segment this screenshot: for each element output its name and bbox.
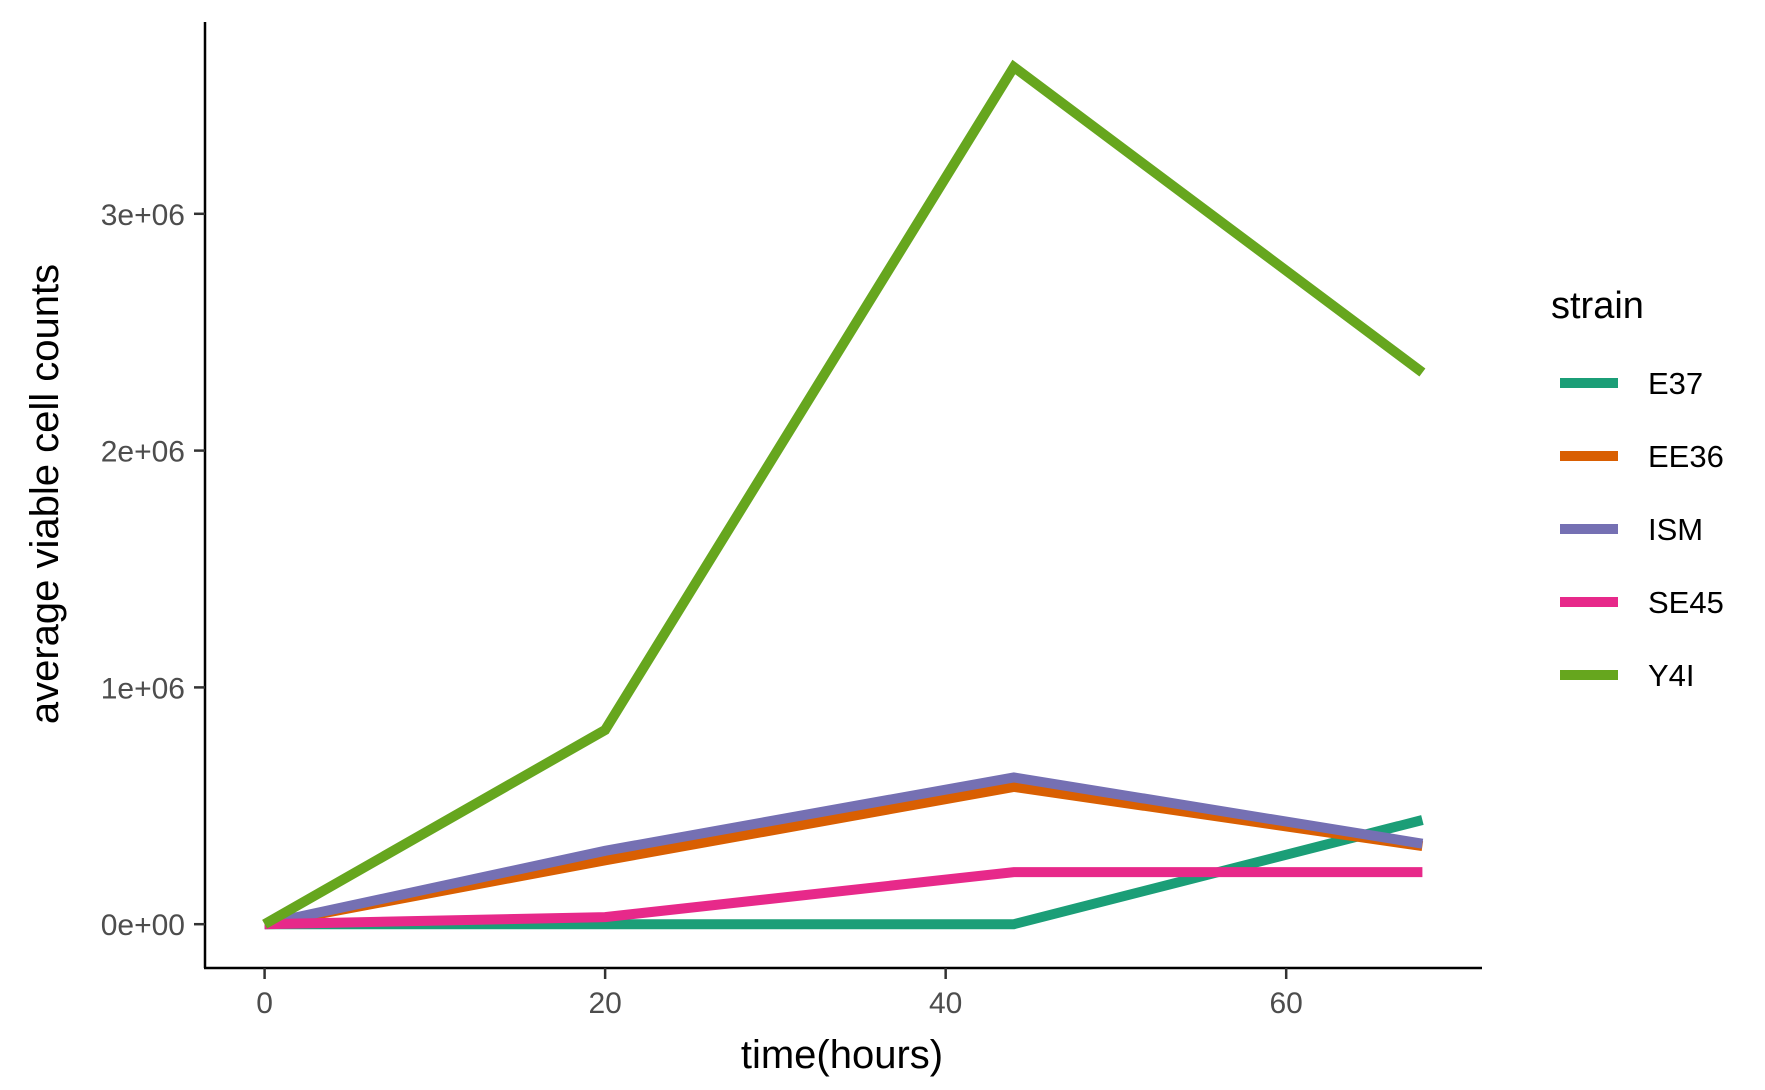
legend-label-se45: SE45	[1648, 585, 1724, 620]
series-line-ism	[263, 772, 1424, 930]
series-lines	[262, 59, 1426, 930]
legend-label-ee36: EE36	[1648, 439, 1724, 474]
y-axis-ticks: 0e+00 1e+06 2e+06 3e+06	[101, 199, 205, 942]
x-axis-title: time(hours)	[741, 1033, 943, 1077]
x-tick-label: 0	[256, 987, 273, 1020]
y-tick-label: 0e+00	[101, 909, 185, 942]
legend: strain E37 EE36 ISM SE45 Y4I	[1551, 285, 1724, 693]
y-tick-label: 2e+06	[101, 436, 185, 469]
series-line-se45	[264, 867, 1423, 930]
y-tick-label: 1e+06	[101, 672, 185, 705]
x-tick-label: 60	[1270, 987, 1303, 1020]
x-axis-ticks: 0 20 40 60	[256, 968, 1303, 1020]
x-tick-label: 20	[588, 987, 621, 1020]
legend-label-ism: ISM	[1648, 512, 1703, 547]
y-tick-label: 3e+06	[101, 199, 185, 232]
legend-label-y4i: Y4I	[1648, 658, 1695, 693]
legend-title: strain	[1551, 285, 1644, 327]
series-line-y4i	[262, 59, 1426, 929]
x-tick-label: 40	[929, 987, 962, 1020]
y-axis-title: average viable cell counts	[23, 264, 67, 724]
legend-label-e37: E37	[1648, 366, 1703, 401]
